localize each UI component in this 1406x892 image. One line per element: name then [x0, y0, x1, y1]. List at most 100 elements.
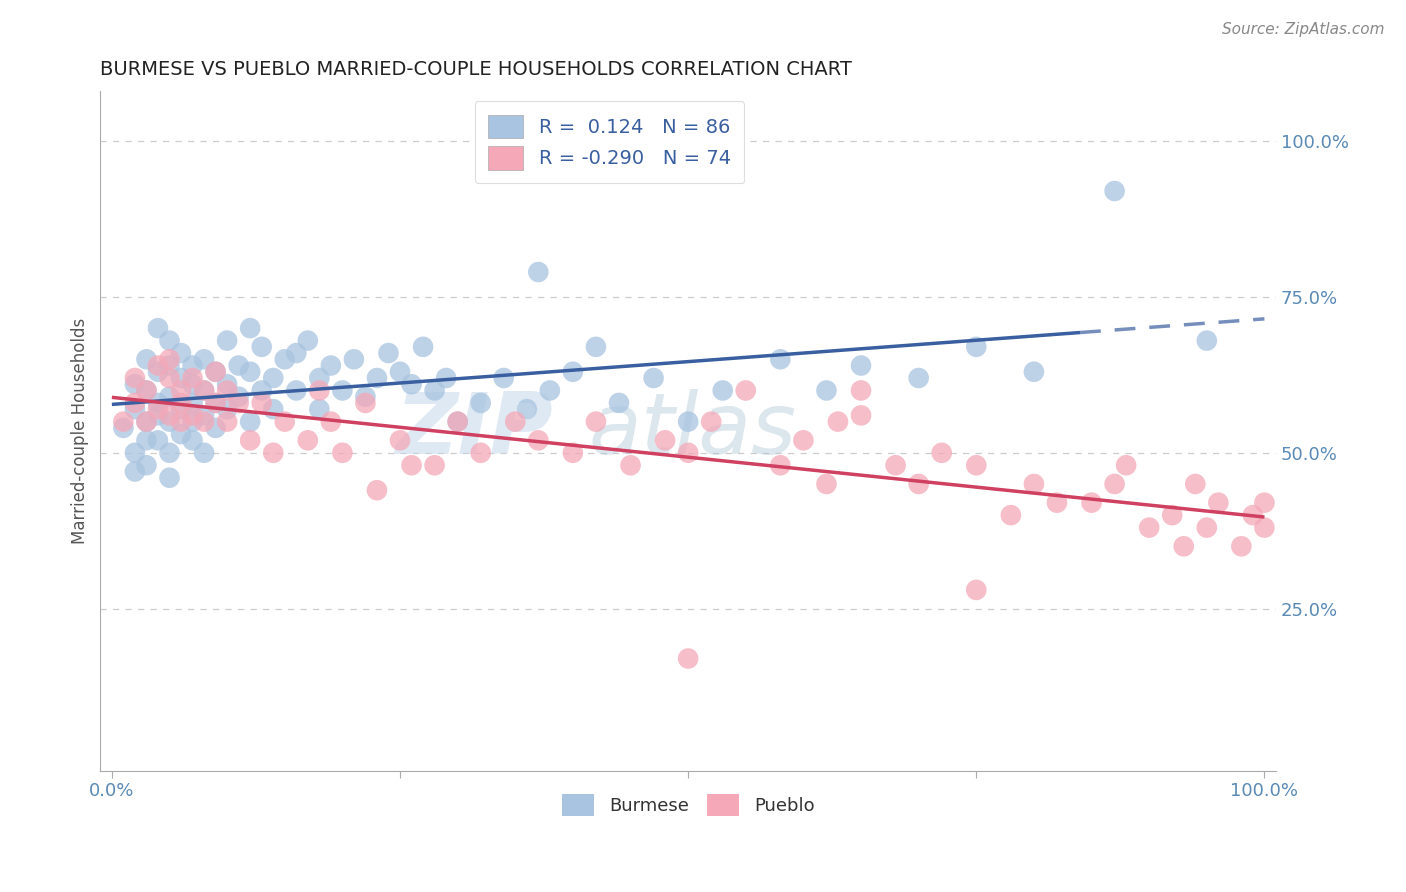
Point [332, 446, 354, 460]
Point [146, 365, 169, 379]
Point [446, 415, 468, 429]
Point [769, 458, 792, 473]
Point [1195, 334, 1218, 348]
Point [1022, 477, 1045, 491]
Point [538, 384, 561, 398]
Point [170, 402, 193, 417]
Point [308, 384, 330, 398]
Point [1022, 365, 1045, 379]
Point [366, 371, 388, 385]
Point [193, 409, 215, 423]
Point [135, 458, 157, 473]
Point [217, 334, 239, 348]
Point [389, 434, 412, 448]
Point [170, 415, 193, 429]
Point [676, 446, 699, 460]
Point [239, 434, 262, 448]
Point [1184, 477, 1206, 491]
Point [343, 352, 366, 367]
Point [217, 384, 239, 398]
Point [1173, 539, 1195, 553]
Point [217, 415, 239, 429]
Point [1241, 508, 1264, 522]
Point [792, 434, 814, 448]
Point [1000, 508, 1022, 522]
Point [124, 465, 146, 479]
Point [124, 396, 146, 410]
Point [181, 396, 204, 410]
Text: atlas: atlas [588, 390, 796, 473]
Point [146, 396, 169, 410]
Point [159, 359, 181, 373]
Point [135, 352, 157, 367]
Point [676, 651, 699, 665]
Point [159, 334, 181, 348]
Point [135, 434, 157, 448]
Point [297, 434, 319, 448]
Point [377, 346, 399, 360]
Point [146, 321, 169, 335]
Point [676, 415, 699, 429]
Point [711, 384, 734, 398]
Point [827, 415, 849, 429]
Point [146, 409, 169, 423]
Point [332, 384, 354, 398]
Point [1253, 520, 1275, 534]
Point [965, 340, 987, 354]
Point [181, 415, 204, 429]
Point [527, 265, 550, 279]
Text: ZIP: ZIP [395, 390, 553, 473]
Point [250, 396, 273, 410]
Point [124, 371, 146, 385]
Point [607, 396, 630, 410]
Point [412, 340, 434, 354]
Point [239, 365, 262, 379]
Point [1137, 520, 1160, 534]
Point [170, 346, 193, 360]
Point [193, 446, 215, 460]
Point [146, 402, 169, 417]
Point [1104, 477, 1126, 491]
Point [159, 352, 181, 367]
Point [262, 446, 284, 460]
Point [135, 384, 157, 398]
Point [354, 396, 377, 410]
Point [931, 446, 953, 460]
Point [366, 483, 388, 498]
Point [193, 415, 215, 429]
Point [446, 415, 468, 429]
Point [561, 365, 583, 379]
Point [159, 371, 181, 385]
Point [389, 365, 412, 379]
Point [112, 421, 135, 435]
Point [124, 402, 146, 417]
Point [228, 359, 250, 373]
Point [250, 384, 273, 398]
Point [434, 371, 457, 385]
Point [297, 334, 319, 348]
Point [274, 415, 297, 429]
Point [308, 402, 330, 417]
Point [884, 458, 907, 473]
Point [159, 390, 181, 404]
Point [849, 384, 872, 398]
Point [907, 371, 929, 385]
Point [204, 421, 226, 435]
Point [217, 377, 239, 392]
Point [965, 458, 987, 473]
Point [585, 415, 607, 429]
Text: BURMESE VS PUEBLO MARRIED-COUPLE HOUSEHOLDS CORRELATION CHART: BURMESE VS PUEBLO MARRIED-COUPLE HOUSEHO… [100, 60, 852, 78]
Point [849, 359, 872, 373]
Point [170, 384, 193, 398]
Point [561, 446, 583, 460]
Point [204, 365, 226, 379]
Point [204, 365, 226, 379]
Point [112, 415, 135, 429]
Point [170, 427, 193, 442]
Point [228, 396, 250, 410]
Point [228, 390, 250, 404]
Point [135, 415, 157, 429]
Point [239, 415, 262, 429]
Point [1253, 496, 1275, 510]
Point [181, 371, 204, 385]
